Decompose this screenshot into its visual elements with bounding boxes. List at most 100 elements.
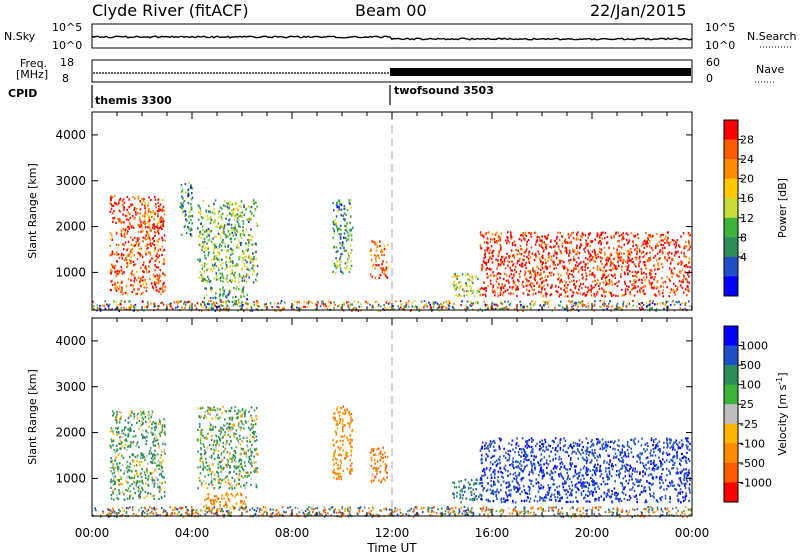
data-cell [231,270,233,272]
data-cell [144,267,146,269]
data-cell [470,487,472,489]
data-cell [233,424,235,426]
data-cell [389,306,391,308]
data-cell [238,219,240,221]
data-cell [589,270,591,272]
data-cell [134,278,136,280]
data-cell [165,443,167,445]
data-cell [591,294,593,296]
data-cell [573,305,575,307]
data-cell [664,247,666,249]
nave-tick-top: 60 [706,56,720,69]
data-cell [252,273,254,275]
data-cell [651,270,653,272]
data-cell [146,213,148,215]
data-cell [245,451,247,453]
data-cell [428,302,430,304]
data-cell [581,274,583,276]
data-cell [116,251,118,253]
data-cell [139,200,141,202]
data-cell [491,258,493,260]
data-cell [471,479,473,481]
data-cell [133,288,135,290]
data-cell [589,245,591,247]
data-cell [453,281,455,283]
data-cell [400,307,402,309]
data-cell [147,232,149,234]
data-cell [454,287,456,289]
data-cell [636,253,638,255]
data-cell [157,213,159,215]
data-cell [535,244,537,246]
data-cell [591,258,593,260]
data-cell [682,287,684,289]
data-cell [626,306,628,308]
data-cell [638,237,640,239]
data-cell [671,252,673,254]
data-cell [351,462,353,464]
data-cell [215,409,217,411]
data-cell [614,267,616,269]
data-cell [257,454,259,456]
data-cell [640,304,642,306]
data-cell [505,290,507,292]
data-cell [120,221,122,223]
data-cell [446,300,448,302]
data-cell [553,268,555,270]
data-cell [110,479,112,481]
data-cell [222,436,224,438]
data-cell [237,416,239,418]
data-cell [340,233,342,235]
data-cell [110,470,112,472]
data-cell [151,212,153,214]
data-cell [223,429,225,431]
data-cell [229,500,231,502]
data-cell [218,278,220,280]
data-cell [236,429,238,431]
data-cell [538,267,540,269]
data-cell [496,460,498,462]
data-cell [142,489,144,491]
data-cell [642,302,644,304]
data-cell [243,223,245,225]
data-cell [118,201,120,203]
data-cell [190,233,192,235]
data-cell [219,504,221,506]
data-cell [207,447,209,449]
data-cell [308,303,310,305]
data-cell [162,225,164,227]
data-cell [565,238,567,240]
data-cell [127,490,129,492]
data-cell [239,275,241,277]
data-cell [199,244,201,246]
data-cell [467,273,469,275]
data-cell [158,227,160,229]
data-cell [612,263,614,265]
data-cell [590,240,592,242]
data-cell [545,262,547,264]
data-cell [339,242,341,244]
data-cell [378,264,380,266]
data-cell [332,471,334,473]
data-cell [113,499,115,501]
data-cell [582,269,584,271]
data-cell [597,279,599,281]
data-cell [99,305,101,307]
data-cell [204,297,206,299]
data-cell [222,267,224,269]
data-cell [466,294,468,296]
data-cell [573,258,575,260]
data-cell [340,465,342,467]
data-cell [243,477,245,479]
data-cell [120,269,122,271]
data-cell [462,497,464,499]
data-cell [623,235,625,237]
data-cell [234,219,236,221]
data-cell [673,289,675,291]
data-cell [627,242,629,244]
data-cell [628,470,630,472]
data-cell [541,243,543,245]
data-cell [683,276,685,278]
data-cell [453,303,455,305]
data-cell [129,300,131,302]
